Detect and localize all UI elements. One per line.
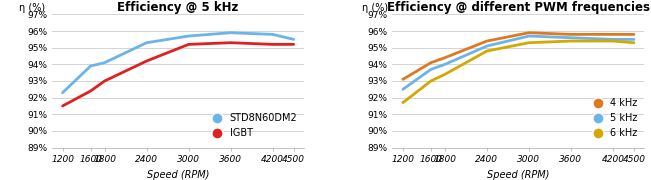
Text: η (%): η (%) [20,3,46,13]
X-axis label: Speed (RPM): Speed (RPM) [487,170,549,180]
X-axis label: Speed (RPM): Speed (RPM) [147,170,210,180]
Legend: 4 kHz, 5 kHz, 6 kHz: 4 kHz, 5 kHz, 6 kHz [586,96,640,140]
Title: Efficiency @ different PWM frequencies: Efficiency @ different PWM frequencies [387,1,650,14]
Legend: STD8N60DM2, IGBT: STD8N60DM2, IGBT [205,111,299,140]
Text: η (%): η (%) [362,3,388,13]
Title: Efficiency @ 5 kHz: Efficiency @ 5 kHz [117,1,239,14]
